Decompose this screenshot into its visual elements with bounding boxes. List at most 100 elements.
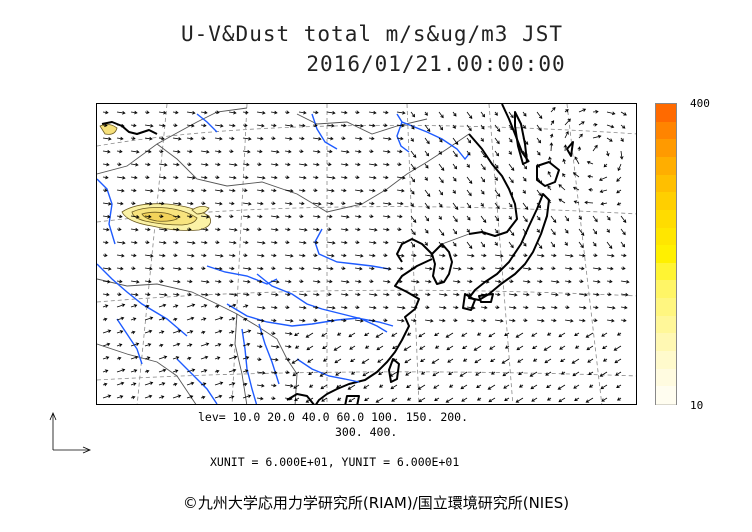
wind-vector-arrow bbox=[242, 329, 252, 334]
wind-vector-arrow bbox=[405, 371, 412, 376]
wind-vector-arrow bbox=[270, 292, 279, 297]
wind-vector-arrow bbox=[172, 304, 179, 308]
wind-vector-arrow bbox=[335, 371, 342, 376]
wind-vector-arrow bbox=[549, 142, 554, 152]
wind-vector-arrow bbox=[312, 227, 320, 232]
wind-vector-arrow bbox=[228, 279, 234, 284]
wind-vector-arrow bbox=[256, 123, 265, 128]
wind-vector-arrow bbox=[172, 267, 182, 271]
wind-vector-arrow bbox=[200, 150, 210, 154]
wind-vector-arrow bbox=[438, 241, 444, 249]
wind-vector-arrow bbox=[410, 189, 415, 195]
wind-vector-arrow bbox=[340, 305, 348, 310]
wind-vector-arrow bbox=[480, 305, 488, 310]
wind-vector-arrow bbox=[270, 370, 278, 375]
wind-vector-arrow bbox=[102, 253, 108, 258]
wind-vector-arrow bbox=[564, 228, 569, 234]
wind-vector-arrow bbox=[606, 292, 612, 297]
wind-vector-arrow bbox=[578, 108, 587, 113]
wind-vector-arrow bbox=[445, 397, 454, 403]
wind-vector-arrow bbox=[228, 355, 238, 360]
wind-vector-arrow bbox=[438, 202, 443, 208]
wind-vector-arrow bbox=[270, 357, 279, 362]
wind-vector-arrow bbox=[298, 253, 306, 258]
wind-vector-arrow bbox=[504, 345, 510, 349]
wind-vector-arrow bbox=[578, 318, 586, 323]
wind-vector-arrow bbox=[508, 202, 513, 208]
wind-vector-arrow bbox=[340, 201, 346, 206]
wind-vector-arrow bbox=[116, 201, 124, 206]
wind-vector-arrow bbox=[116, 253, 125, 258]
wind-vector-arrow bbox=[362, 371, 370, 377]
wind-vector-arrow bbox=[382, 202, 392, 206]
wind-vector-arrow bbox=[228, 188, 236, 193]
wind-vector-arrow bbox=[600, 201, 608, 206]
wind-vector-arrow bbox=[312, 123, 318, 128]
wind-vector-arrow bbox=[564, 109, 569, 113]
wind-vector-arrow bbox=[298, 123, 306, 128]
wind-vector-arrow bbox=[214, 149, 222, 154]
wind-vector-arrow bbox=[424, 150, 430, 157]
wind-vector-arrow bbox=[420, 358, 426, 363]
wind-vector-arrow bbox=[522, 150, 528, 158]
wind-vector-arrow bbox=[320, 384, 328, 390]
colorbar-segment bbox=[656, 315, 676, 335]
wind-vector-arrow bbox=[130, 188, 137, 193]
wind-vector-arrow bbox=[284, 305, 290, 310]
wind-vector-arrow bbox=[489, 345, 496, 350]
wind-vector-arrow bbox=[130, 369, 138, 373]
wind-vector-arrow bbox=[186, 292, 192, 297]
wind-vector-arrow bbox=[200, 280, 210, 284]
wind-vector-arrow bbox=[368, 279, 374, 284]
wind-vector-arrow bbox=[508, 150, 512, 155]
wind-vector-arrow bbox=[522, 215, 528, 223]
wind-vector-arrow bbox=[144, 227, 151, 232]
wind-vector-arrow bbox=[350, 358, 356, 363]
wind-vector-arrow bbox=[294, 345, 300, 349]
wind-vector-arrow bbox=[620, 318, 627, 323]
wind-vector-arrow bbox=[606, 279, 613, 284]
wind-vector-arrow bbox=[228, 175, 237, 180]
wind-vector-arrow bbox=[480, 318, 487, 323]
wind-vector-arrow bbox=[158, 279, 164, 284]
wind-vector-arrow bbox=[382, 162, 390, 167]
wind-vector-arrow bbox=[508, 111, 514, 119]
wind-vector-arrow bbox=[368, 110, 377, 115]
wind-vector-arrow bbox=[298, 228, 308, 232]
wind-vector-arrow bbox=[592, 228, 598, 235]
wind-vector-arrow bbox=[396, 176, 406, 180]
wind-vector-arrow bbox=[172, 292, 180, 297]
wind-vector-arrow bbox=[214, 316, 224, 321]
wind-vector-arrow bbox=[116, 292, 122, 297]
wind-vector-arrow bbox=[326, 201, 334, 206]
wind-vector-arrow bbox=[606, 228, 610, 233]
wind-vector-arrow bbox=[321, 397, 328, 402]
wind-vector-arrow bbox=[424, 279, 432, 284]
wind-vector-arrow bbox=[228, 303, 237, 308]
wind-vector-arrow bbox=[326, 162, 332, 167]
wind-vector-arrow bbox=[340, 175, 348, 180]
wind-vector-arrow bbox=[620, 266, 626, 271]
wind-vector-arrow bbox=[577, 146, 582, 152]
colorbar-segment bbox=[656, 104, 676, 123]
wind-vector-arrow bbox=[578, 266, 585, 271]
wind-vector-arrow bbox=[559, 345, 566, 350]
wind-vector-arrow bbox=[348, 332, 356, 338]
wind-vector-arrow bbox=[522, 189, 526, 194]
wind-vector-arrow bbox=[480, 280, 490, 284]
wind-vector-arrow bbox=[424, 137, 430, 145]
wind-vector-arrow bbox=[158, 175, 167, 180]
wind-vector-arrow bbox=[284, 396, 293, 401]
wind-vector-arrow bbox=[228, 317, 236, 321]
wind-vector-arrow bbox=[438, 293, 448, 297]
wind-vector-arrow bbox=[364, 397, 370, 402]
wind-vector-arrow bbox=[312, 202, 322, 206]
wind-vector-arrow bbox=[494, 111, 498, 116]
colorbar-segment bbox=[656, 174, 676, 194]
wind-vector-arrow bbox=[354, 266, 363, 271]
wind-vector-arrow bbox=[598, 176, 608, 181]
wind-vector-arrow bbox=[158, 214, 164, 219]
wind-vector-arrow bbox=[616, 189, 622, 194]
wind-vector-arrow bbox=[270, 331, 276, 336]
wind-vector-arrow bbox=[522, 292, 530, 297]
